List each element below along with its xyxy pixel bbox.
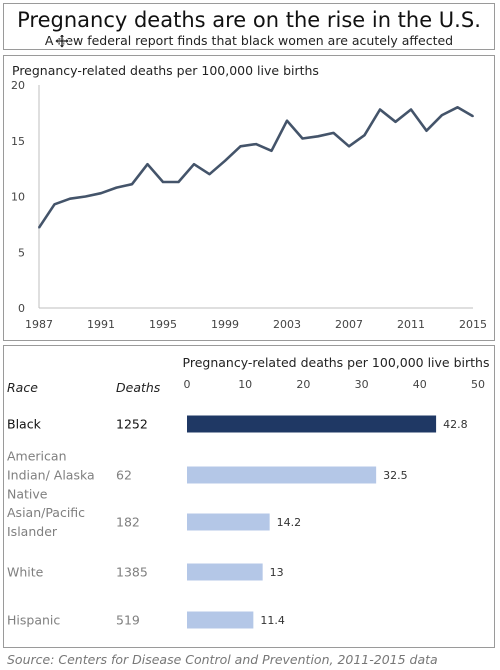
data-point (193, 163, 195, 166)
y-tick-label: 0 (18, 302, 25, 315)
series-line-pregnancy-deaths (37, 105, 474, 229)
bar-x-tick-label: 20 (296, 378, 310, 391)
data-point (472, 115, 474, 118)
bar (187, 513, 270, 531)
data-point (394, 120, 397, 123)
deaths-value: 519 (116, 613, 140, 628)
data-point (317, 135, 319, 138)
data-point (348, 145, 350, 148)
data-point (286, 119, 288, 122)
bar (187, 563, 263, 581)
race-label: White (7, 565, 44, 580)
line-chart-title: Pregnancy-related deaths per 100,000 liv… (12, 63, 319, 78)
x-tick-label: 1995 (149, 318, 177, 331)
deaths-value: 1385 (116, 565, 148, 580)
race-label: Hispanic (7, 613, 60, 628)
bar-x-tick-label: 30 (355, 378, 369, 391)
race-label: American (7, 449, 67, 464)
bar (187, 466, 377, 484)
race-label: Islander (7, 524, 58, 539)
race-label: Indian/ Alaska (7, 468, 95, 483)
bar-x-tick-label: 10 (238, 378, 252, 391)
header: Pregnancy deaths are on the rise in the … (3, 3, 495, 50)
bar-x-tick-label: 0 (184, 378, 191, 391)
race-column-header: Race (7, 380, 38, 395)
y-tick-label: 20 (11, 79, 25, 92)
data-point (410, 108, 412, 111)
data-point (38, 226, 40, 229)
bar-chart: Pregnancy-related deaths per 100,000 liv… (7, 355, 490, 629)
data-point (332, 132, 335, 134)
y-tick-label: 5 (18, 246, 25, 259)
page-subtitle: A new federal report finds that black wo… (44, 33, 454, 48)
source-note: Source: Centers for Disease Control and … (7, 652, 438, 667)
data-point (131, 183, 133, 186)
deaths-value: 182 (116, 515, 140, 530)
deaths-column-header: Deaths (116, 380, 161, 395)
page-title: Pregnancy deaths are on the rise in the … (17, 8, 481, 32)
data-point (363, 134, 366, 137)
y-tick-label: 10 (11, 191, 25, 204)
x-tick-label: 2011 (397, 318, 425, 331)
data-point (162, 181, 164, 183)
data-point (53, 203, 56, 206)
data-point (146, 163, 149, 166)
x-tick-label: 1999 (211, 318, 239, 331)
bar-chart-panel: Pregnancy-related deaths per 100,000 liv… (3, 345, 495, 648)
data-point (379, 108, 381, 111)
bar-value-label: 42.8 (443, 418, 468, 431)
bar-value-label: 14.2 (277, 516, 302, 529)
data-point (456, 106, 459, 109)
race-label: Asian/Pacific (7, 505, 85, 520)
x-tick-label: 2007 (335, 318, 363, 331)
data-point (441, 114, 443, 117)
bar (187, 415, 437, 433)
bar-value-label: 13 (270, 566, 284, 579)
x-tick-label: 1991 (87, 318, 115, 331)
data-point (208, 173, 211, 176)
line-chart: Pregnancy-related deaths per 100,000 liv… (11, 63, 487, 331)
data-point (239, 145, 242, 148)
data-point (425, 129, 428, 132)
x-tick-label: 2015 (459, 318, 487, 331)
data-point (177, 181, 180, 183)
data-point (69, 197, 71, 200)
deaths-value: 62 (116, 468, 132, 483)
y-tick-label: 15 (11, 135, 25, 148)
bar-x-tick-label: 50 (471, 378, 485, 391)
data-point (84, 195, 87, 198)
bar-chart-title: Pregnancy-related deaths per 100,000 liv… (183, 355, 490, 370)
deaths-value: 1252 (116, 417, 148, 432)
line-chart-panel: Pregnancy-related deaths per 100,000 liv… (3, 55, 495, 341)
bar-value-label: 11.4 (260, 614, 285, 627)
data-point (270, 149, 273, 152)
data-point (301, 137, 304, 140)
race-label: Native (7, 487, 48, 502)
bar (187, 611, 254, 629)
x-tick-label: 1987 (25, 318, 53, 331)
data-point (115, 186, 118, 189)
move-cursor-icon (55, 34, 69, 48)
bar-x-tick-label: 40 (413, 378, 427, 391)
bar-value-label: 32.5 (383, 469, 408, 482)
data-point (224, 159, 226, 162)
race-label: Black (7, 417, 42, 432)
data-point (255, 143, 257, 145)
data-point (100, 192, 102, 195)
x-tick-label: 2003 (273, 318, 301, 331)
